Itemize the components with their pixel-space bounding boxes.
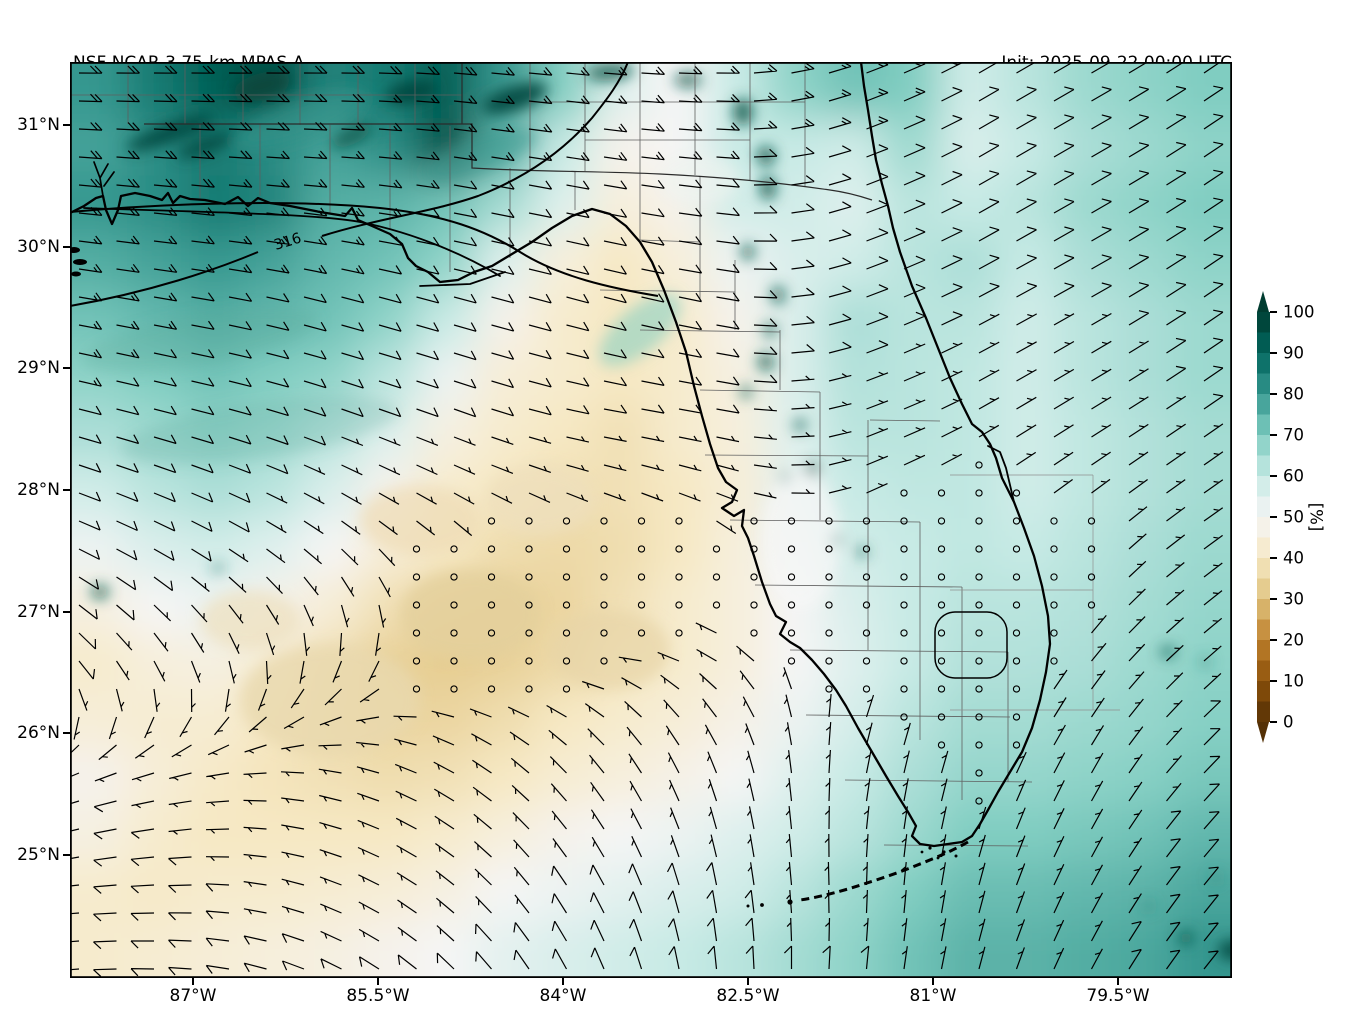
x-tick-mark — [932, 978, 934, 985]
colorbar-tick-label: 70 — [1283, 425, 1304, 445]
colorbar-tick-label: 90 — [1283, 343, 1304, 363]
colorbar-top-arrow — [1257, 291, 1269, 312]
y-tick-mark — [63, 246, 70, 248]
colorbar-tick-label: 50 — [1283, 507, 1304, 527]
colorbar-tick-mark — [1270, 311, 1277, 313]
colorbar-tick-label: 0 — [1283, 712, 1294, 732]
colorbar-tick-label: 60 — [1283, 466, 1304, 486]
x-tick-mark — [377, 978, 379, 985]
x-tick-label: 82.5°W — [716, 986, 780, 1006]
rh-field — [70, 62, 1232, 978]
colorbar-tick-mark — [1270, 475, 1277, 477]
colorbar-tick-mark — [1270, 680, 1277, 682]
lake-okeechobee — [934, 611, 1008, 679]
offshore-boundaries — [950, 474, 1120, 711]
florida-keys — [746, 840, 969, 908]
y-tick-label: 27°N — [17, 602, 60, 622]
colorbar-tick-label: 80 — [1283, 384, 1304, 404]
x-tick-label: 81°W — [909, 986, 957, 1006]
colorbar-tick-mark — [1270, 557, 1277, 559]
map-frame — [70, 62, 1232, 978]
calm-wind-circles — [412, 461, 1096, 805]
y-tick-mark — [63, 611, 70, 613]
colorbar-tick-label: 100 — [1283, 302, 1315, 322]
county-boundaries — [70, 62, 1033, 847]
y-tick-mark — [63, 854, 70, 856]
colorbar-unit-label: [%] — [1306, 502, 1326, 532]
colorbar-tick-label: 20 — [1283, 630, 1304, 650]
colorbar-bottom-arrow — [1257, 722, 1269, 743]
x-tick-label: 79.5°W — [1086, 986, 1150, 1006]
x-tick-mark — [562, 978, 564, 985]
colorbar-gradient — [1257, 312, 1270, 722]
x-tick-label: 85.5°W — [346, 986, 410, 1006]
y-tick-label: 28°N — [17, 480, 60, 500]
colorbar-tick-label: 40 — [1283, 548, 1304, 568]
colorbar-tick-mark — [1270, 393, 1277, 395]
x-tick-mark — [192, 978, 194, 985]
colorbar-tick-mark — [1270, 434, 1277, 436]
coastline — [70, 62, 1052, 848]
wind-barbs — [70, 62, 1224, 977]
colorbar-tick-mark — [1270, 516, 1277, 518]
marsh-islands — [70, 247, 87, 277]
y-tick-mark — [63, 367, 70, 369]
x-tick-label: 87°W — [169, 986, 217, 1006]
y-tick-mark — [63, 732, 70, 734]
x-tick-label: 84°W — [539, 986, 587, 1006]
y-tick-label: 31°N — [17, 115, 60, 135]
y-tick-mark — [63, 124, 70, 126]
x-tick-mark — [1117, 978, 1119, 985]
y-tick-mark — [63, 489, 70, 491]
colorbar-tick-mark — [1270, 352, 1277, 354]
colorbar-tick-label: 30 — [1283, 589, 1304, 609]
y-tick-label: 29°N — [17, 358, 60, 378]
colorbar-tick-label: 10 — [1283, 671, 1304, 691]
colorbar-tick-mark — [1270, 639, 1277, 641]
y-tick-label: 25°N — [17, 845, 60, 865]
y-tick-label: 30°N — [17, 237, 60, 257]
colorbar-tick-mark — [1270, 598, 1277, 600]
colorbar-tick-mark — [1270, 721, 1277, 723]
map-plot-area: 316 — [70, 62, 1232, 978]
y-tick-label: 26°N — [17, 723, 60, 743]
map-svg: 316 — [70, 62, 1232, 978]
x-tick-mark — [747, 978, 749, 985]
state-borders — [144, 62, 873, 201]
